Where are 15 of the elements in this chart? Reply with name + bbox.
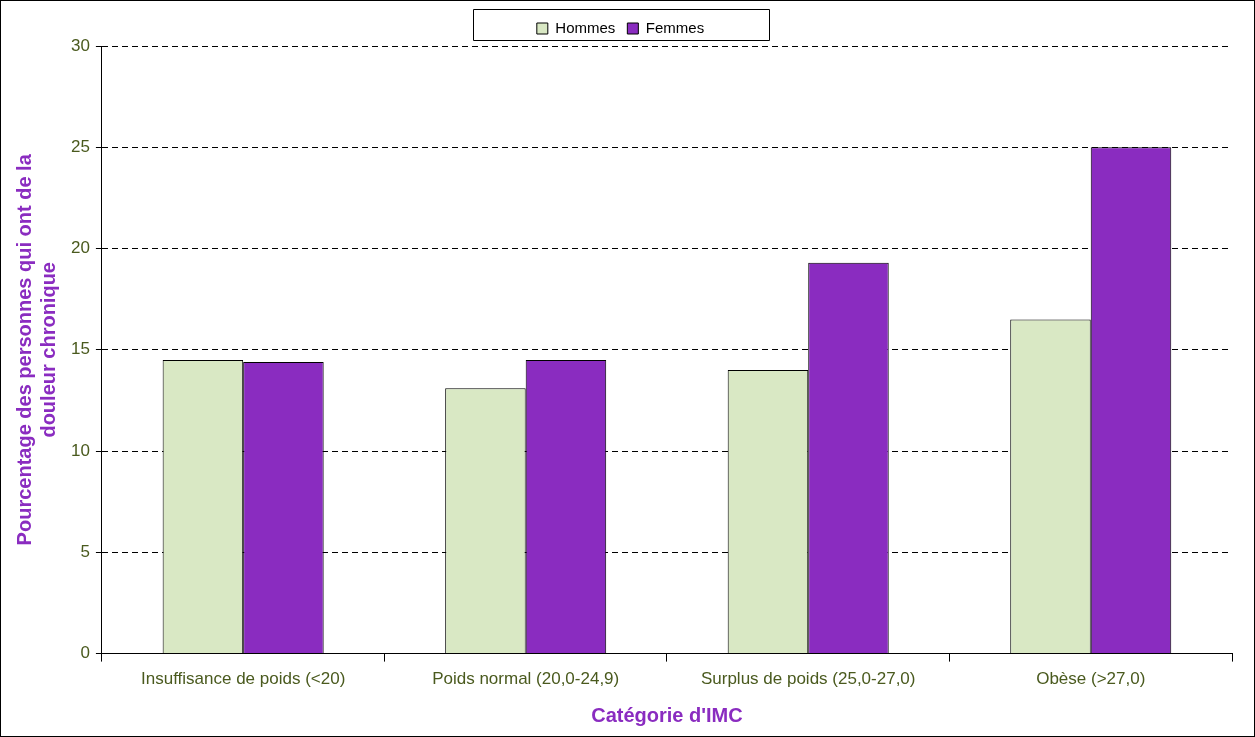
y-tick-label: 10	[70, 440, 90, 460]
x-axis-title: Catégorie d'IMC	[591, 703, 743, 726]
legend-label: Femmes	[645, 18, 705, 36]
y-tick-label: 5	[80, 542, 90, 562]
y-axis-title: Pourcentage des personnes qui ont de la douleur chronique	[12, 153, 59, 546]
y-tick-label: 0	[80, 643, 90, 663]
legend-label: Hommes	[555, 18, 616, 36]
y-tick-label: 15	[70, 339, 90, 359]
y-tick-label: 25	[70, 136, 90, 156]
x-tick-label: Surplus de poids (25,0-27,0)	[700, 669, 916, 689]
x-tick-label: Obèse (>27,0)	[1036, 669, 1146, 689]
x-tick-label: Poids normal (20,0-24,9)	[432, 669, 620, 689]
y-tick-label: 30	[70, 35, 90, 55]
y-tick-label: 20	[70, 238, 90, 258]
x-tick-label: Insuffisance de poids (<20)	[141, 669, 346, 689]
